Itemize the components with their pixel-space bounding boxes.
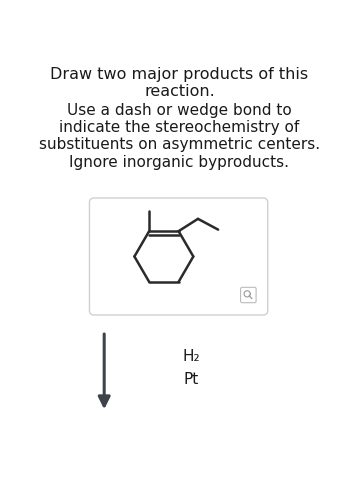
Text: Draw two major products of this
reaction.: Draw two major products of this reaction… — [50, 67, 308, 99]
Text: H₂: H₂ — [182, 349, 200, 364]
FancyBboxPatch shape — [90, 198, 268, 315]
Text: Pt: Pt — [183, 372, 199, 387]
FancyBboxPatch shape — [240, 287, 256, 303]
Text: Use a dash or wedge bond to
indicate the stereochemistry of
substituents on asym: Use a dash or wedge bond to indicate the… — [39, 103, 320, 170]
